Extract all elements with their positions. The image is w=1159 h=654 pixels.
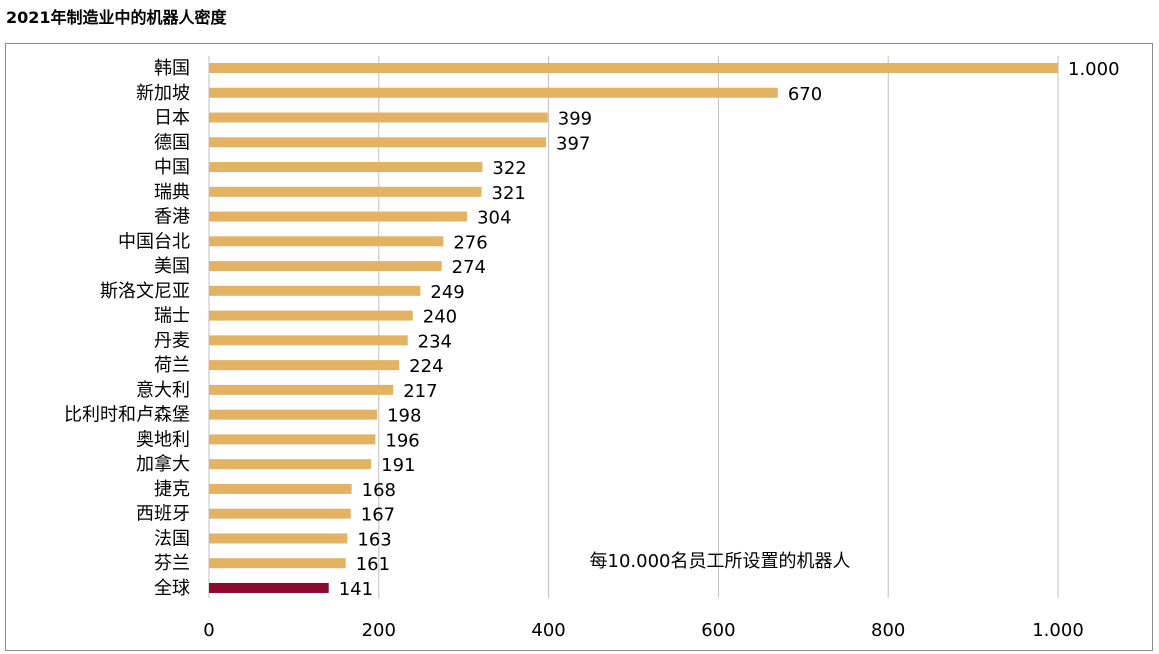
value-label: 217 bbox=[403, 381, 437, 402]
value-label: 399 bbox=[558, 109, 592, 130]
bar bbox=[209, 508, 351, 519]
value-label: 274 bbox=[452, 257, 486, 278]
category-labels: 韩国新加坡日本德国中国瑞典香港中国台北美国斯洛文尼亚瑞士丹麦荷兰意大利比利时和卢… bbox=[64, 58, 190, 599]
value-label: 1.000 bbox=[1068, 59, 1120, 80]
category-label: 芬兰 bbox=[154, 553, 190, 574]
x-tick-label: 600 bbox=[701, 620, 735, 641]
bar bbox=[209, 261, 442, 272]
category-label: 全球 bbox=[154, 578, 190, 599]
bar bbox=[209, 137, 547, 148]
bar bbox=[209, 63, 1058, 73]
category-label: 瑞典 bbox=[154, 182, 190, 203]
category-label: 中国 bbox=[154, 157, 190, 178]
bar bbox=[209, 533, 348, 544]
bar bbox=[209, 335, 408, 346]
value-label: 304 bbox=[477, 208, 511, 229]
category-label: 加拿大 bbox=[136, 453, 190, 475]
value-label: 168 bbox=[362, 480, 396, 501]
bars bbox=[209, 63, 1058, 593]
value-label: 167 bbox=[361, 505, 395, 526]
value-label: 196 bbox=[385, 430, 419, 451]
category-label: 捷克 bbox=[154, 479, 190, 500]
category-label: 韩国 bbox=[154, 58, 190, 79]
x-tick-label: 1.000 bbox=[1032, 620, 1084, 641]
category-label: 德国 bbox=[154, 132, 190, 153]
bar bbox=[209, 483, 352, 494]
value-label: 276 bbox=[453, 232, 487, 253]
bar bbox=[209, 236, 444, 247]
value-label: 322 bbox=[492, 158, 526, 179]
category-label: 西班牙 bbox=[136, 504, 190, 525]
category-label: 比利时和卢森堡 bbox=[64, 405, 190, 426]
bar bbox=[209, 285, 421, 296]
value-label: 163 bbox=[357, 529, 391, 550]
bar bbox=[209, 112, 548, 123]
bar bbox=[209, 459, 372, 470]
value-label: 161 bbox=[356, 554, 390, 575]
category-label: 荷兰 bbox=[154, 355, 190, 376]
category-label: 美国 bbox=[154, 256, 190, 277]
category-label: 日本 bbox=[154, 108, 190, 129]
category-label: 中国台北 bbox=[118, 231, 190, 252]
bar bbox=[209, 211, 468, 222]
chart-title: 2021年制造业中的机器人密度 bbox=[6, 8, 227, 27]
value-label: 198 bbox=[387, 406, 421, 427]
value-label: 397 bbox=[556, 133, 590, 154]
annotation-text: 每10.000名员工所设置的机器人 bbox=[590, 551, 851, 572]
bar bbox=[209, 409, 378, 420]
category-label: 斯洛文尼亚 bbox=[100, 281, 190, 302]
bar bbox=[209, 384, 394, 395]
value-label: 670 bbox=[788, 84, 822, 105]
category-label: 新加坡 bbox=[136, 83, 190, 104]
bar bbox=[209, 162, 483, 173]
value-labels: 1.000 670 399 397 322 321 304 276 274 249 240 234 22… bbox=[339, 59, 1120, 600]
bar bbox=[209, 186, 482, 197]
bar bbox=[209, 87, 778, 98]
category-label: 意大利 bbox=[136, 380, 190, 401]
category-label: 瑞士 bbox=[154, 306, 190, 327]
chart-frame bbox=[5, 43, 1153, 651]
value-label: 224 bbox=[409, 356, 443, 377]
value-label: 240 bbox=[423, 307, 457, 328]
value-label: 191 bbox=[381, 455, 415, 476]
category-label: 奥地利 bbox=[136, 429, 190, 450]
bar bbox=[209, 582, 329, 593]
bar bbox=[209, 434, 376, 445]
category-label: 香港 bbox=[154, 207, 190, 228]
value-label: 321 bbox=[492, 183, 526, 204]
x-tick-label: 200 bbox=[362, 620, 396, 641]
bar bbox=[209, 310, 413, 321]
category-label: 丹麦 bbox=[154, 330, 190, 351]
x-tick-label: 400 bbox=[531, 620, 565, 641]
value-label: 249 bbox=[430, 282, 464, 303]
x-tick-label: 0 bbox=[203, 620, 214, 641]
bar bbox=[209, 360, 400, 371]
x-tick-labels: 0 200 400 600 800 1.000 bbox=[203, 620, 1083, 641]
value-label: 234 bbox=[418, 331, 452, 352]
value-label: 141 bbox=[339, 579, 373, 600]
category-label: 法国 bbox=[154, 528, 190, 549]
x-tick-label: 800 bbox=[871, 620, 905, 641]
bar bbox=[209, 558, 346, 569]
